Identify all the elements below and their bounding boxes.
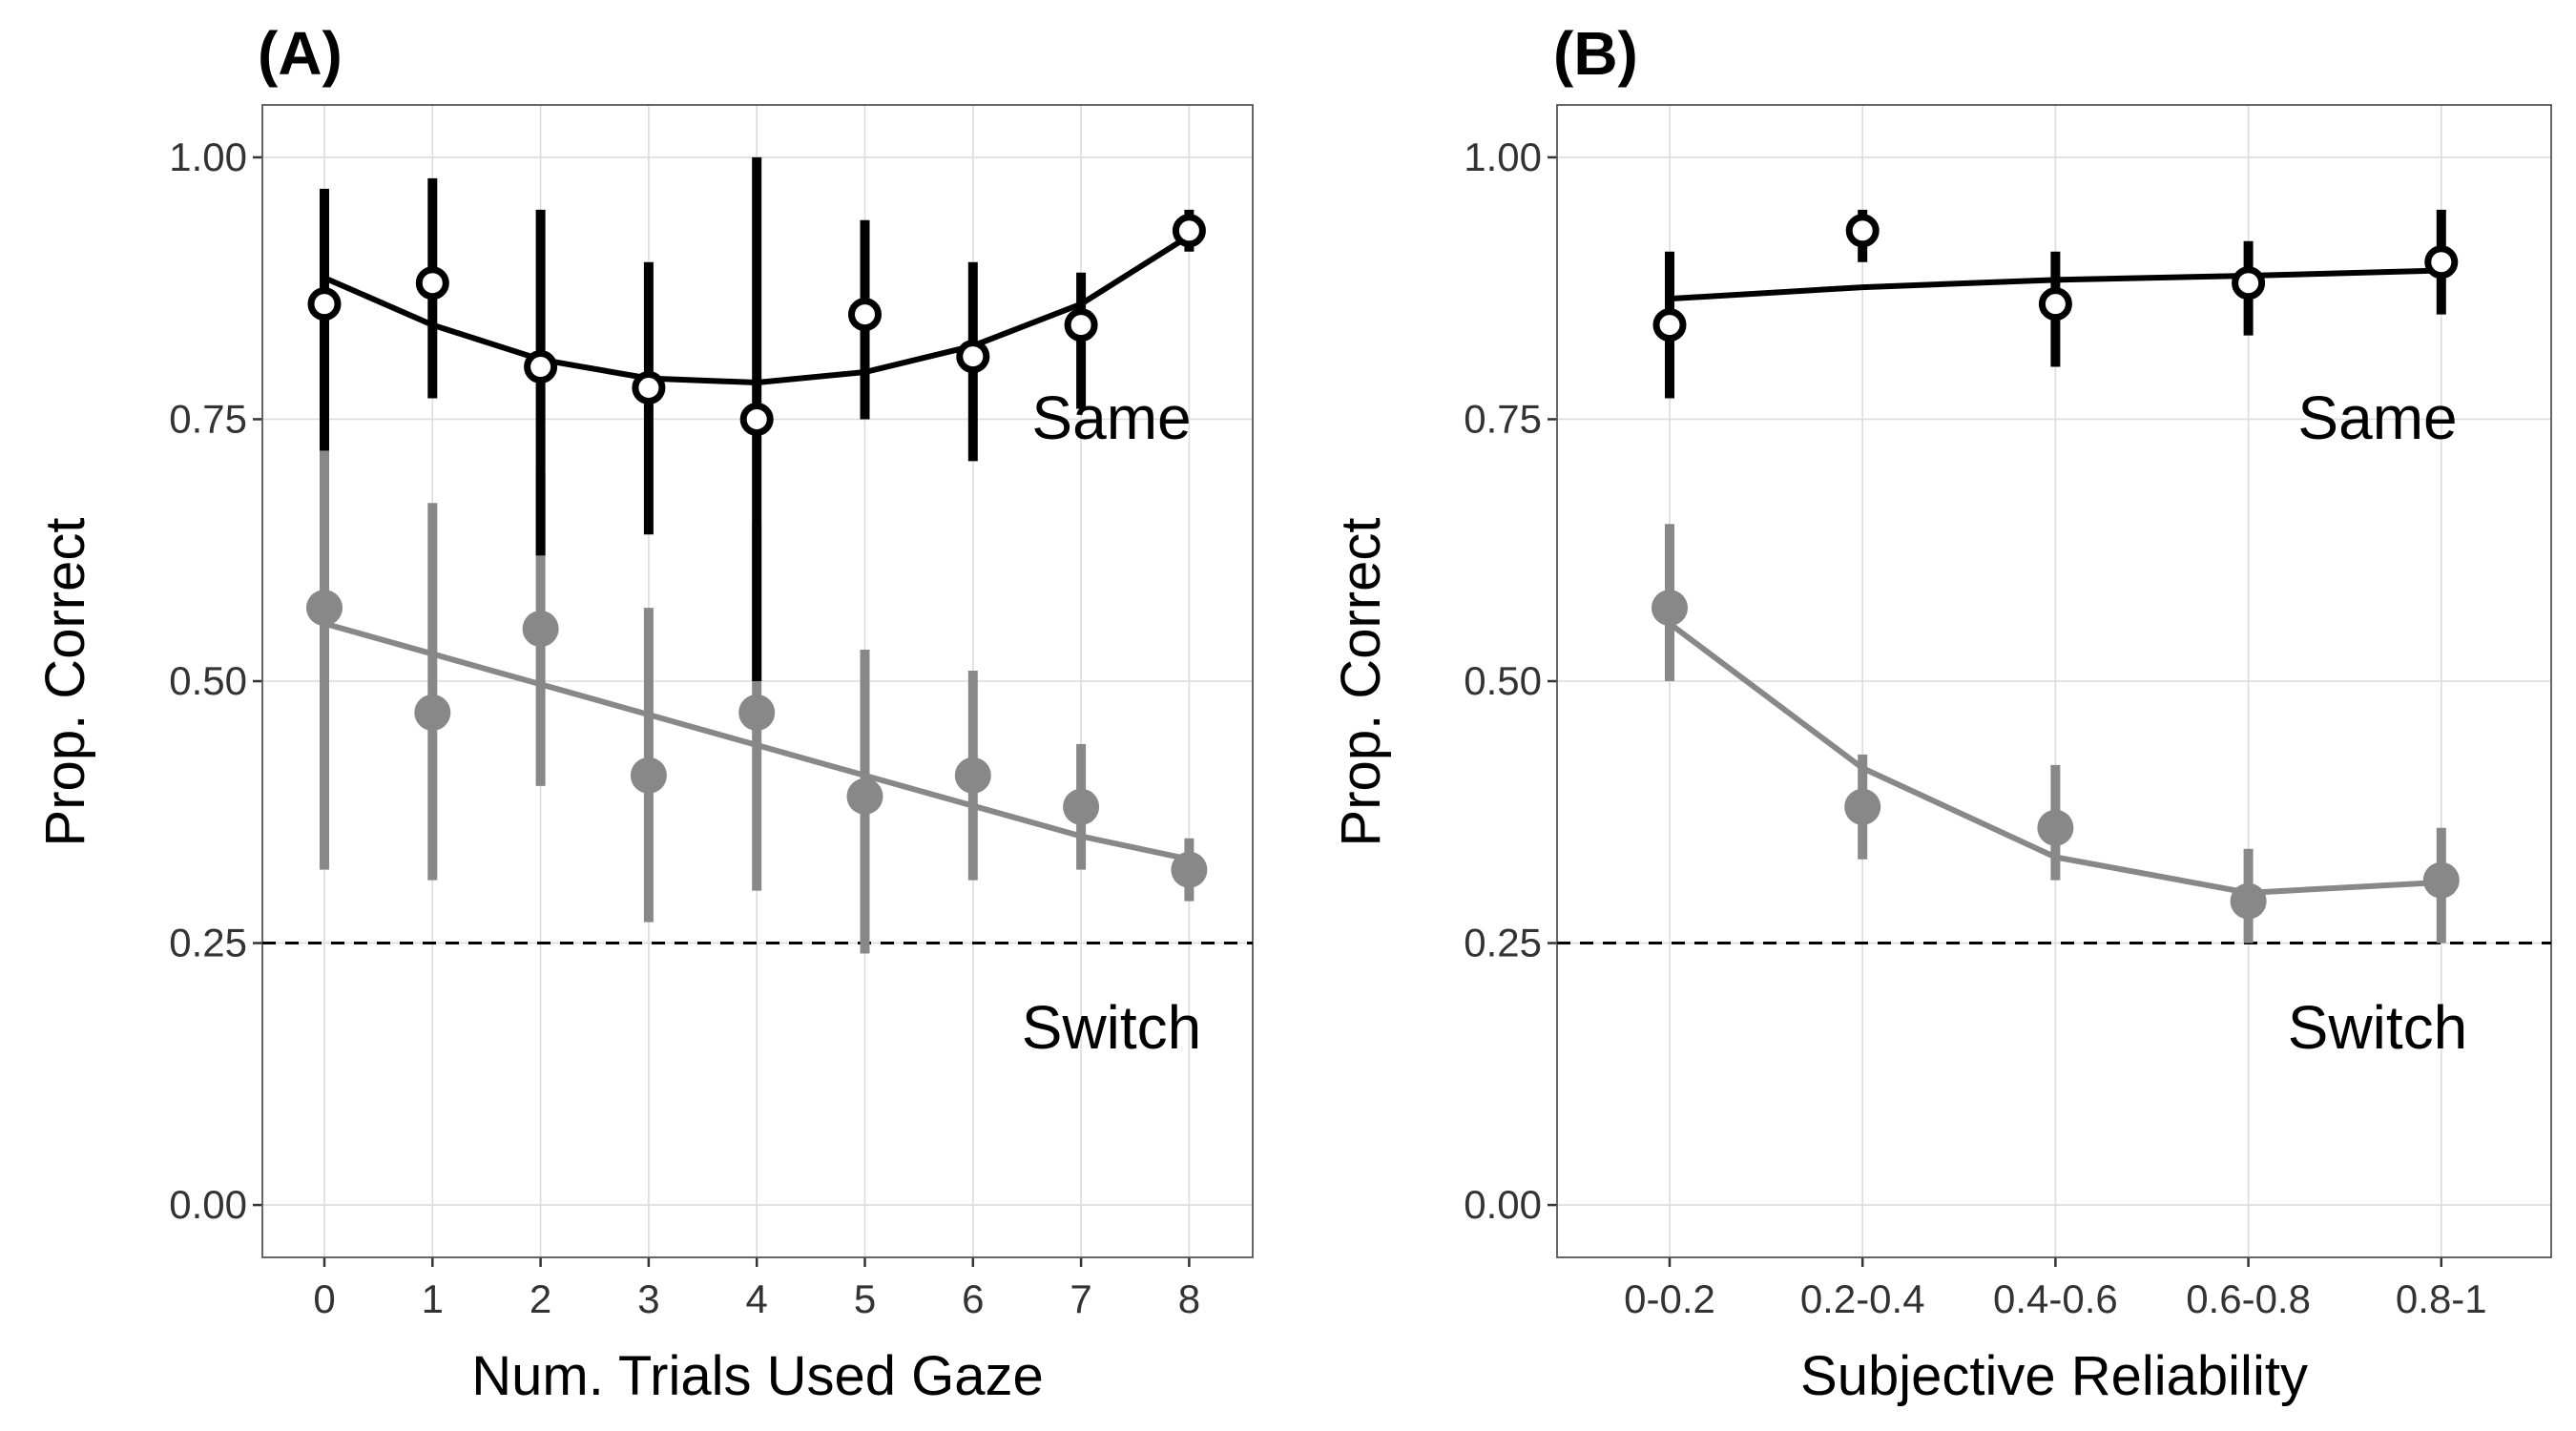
series-same bbox=[307, 156, 1206, 681]
annotation-switch: Switch bbox=[2288, 993, 2468, 1062]
switch-point bbox=[1171, 851, 1208, 888]
x-axis-title: Num. Trials Used Gaze bbox=[471, 1345, 1044, 1407]
plot-frame bbox=[1556, 104, 2552, 1258]
switch-point bbox=[846, 778, 883, 815]
switch-point bbox=[2037, 809, 2074, 846]
series-switch bbox=[306, 345, 1208, 954]
x-tick-label: 0 bbox=[313, 1276, 335, 1321]
x-tick-label: 1 bbox=[422, 1276, 444, 1321]
switch-point bbox=[2230, 882, 2267, 920]
same-point bbox=[307, 287, 342, 321]
switch-point bbox=[414, 694, 451, 731]
x-tick-label: 4 bbox=[746, 1276, 768, 1321]
panel-label: (A) bbox=[258, 19, 343, 88]
y-tick-label: 0.25 bbox=[1464, 921, 1542, 965]
switch-point bbox=[738, 694, 776, 731]
same-point bbox=[848, 298, 882, 332]
annotation-same: Same bbox=[1031, 384, 1191, 452]
series-same bbox=[1652, 209, 2459, 399]
y-tick-label: 0.50 bbox=[1464, 658, 1542, 703]
same-point bbox=[2424, 245, 2459, 280]
x-axis-title: Subjective Reliability bbox=[1800, 1345, 2308, 1407]
switch-point bbox=[1652, 590, 1688, 627]
same-point bbox=[1064, 308, 1098, 342]
same-point bbox=[415, 266, 449, 301]
x-tick-label: 0.6-0.8 bbox=[2186, 1276, 2311, 1321]
y-tick-label: 0.75 bbox=[1464, 396, 1542, 441]
same-point bbox=[739, 402, 774, 436]
plot-frame bbox=[261, 104, 1254, 1258]
x-tick-label: 0.4-0.6 bbox=[1993, 1276, 2118, 1321]
x-tick-label: 0-0.2 bbox=[1624, 1276, 1715, 1321]
same-fit-line bbox=[1669, 267, 2441, 302]
annotation-same: Same bbox=[2297, 384, 2457, 452]
y-tick-label: 0.00 bbox=[1464, 1182, 1542, 1227]
panel-b: 0.00 0.25 0.50 0.75 1.00 0-0.2 0.2-0.4 0.4-0.6 0… bbox=[1330, 19, 2552, 1407]
switch-point bbox=[306, 590, 343, 627]
switch-point bbox=[630, 757, 667, 794]
switch-point bbox=[1844, 788, 1881, 825]
y-axis-title: Prop. Correct bbox=[34, 518, 96, 847]
plot-area: 0.00 0.25 0.50 0.75 1.00 0-0.2 0.2-0.4 0.4-0.6 0… bbox=[1464, 104, 2552, 1321]
x-tick-label: 0.2-0.4 bbox=[1800, 1276, 1925, 1321]
x-tick-label: 8 bbox=[1178, 1276, 1200, 1321]
x-tick-label: 5 bbox=[854, 1276, 876, 1321]
y-axis-title: Prop. Correct bbox=[1330, 518, 1392, 847]
x-tick-label: 2 bbox=[530, 1276, 551, 1321]
series-switch bbox=[1652, 524, 2460, 944]
y-tick-label: 0.25 bbox=[169, 921, 247, 965]
y-tick-label: 1.00 bbox=[169, 135, 247, 179]
x-tick-label: 0.8-1 bbox=[2396, 1276, 2487, 1321]
same-point bbox=[1845, 214, 1880, 248]
panel-label: (B) bbox=[1553, 19, 1638, 88]
same-point bbox=[1652, 308, 1687, 342]
x-tick-label: 6 bbox=[962, 1276, 984, 1321]
y-tick-label: 0.75 bbox=[169, 396, 247, 441]
annotation-switch: Switch bbox=[1022, 993, 1202, 1062]
switch-fit-line bbox=[1668, 621, 2441, 896]
switch-point bbox=[1063, 788, 1100, 825]
same-point bbox=[2232, 266, 2266, 301]
switch-point bbox=[2422, 861, 2460, 899]
plot-area: 0.00 0.25 0.50 0.75 1.00 0 1 2 3 4 5 6 7 8 bbox=[169, 104, 1254, 1321]
y-tick-label: 0.50 bbox=[169, 658, 247, 703]
x-tick-label: 3 bbox=[637, 1276, 659, 1321]
y-tick-label: 1.00 bbox=[1464, 135, 1542, 179]
switch-fit-line bbox=[323, 620, 1191, 862]
switch-point bbox=[954, 757, 991, 794]
same-point bbox=[956, 340, 990, 374]
same-point bbox=[2038, 287, 2072, 321]
same-point bbox=[1172, 214, 1206, 248]
same-fit-line bbox=[322, 233, 1191, 386]
panel-a: 0.00 0.25 0.50 0.75 1.00 0 1 2 3 4 5 6 7 8 (A) Prop. C… bbox=[34, 19, 1254, 1407]
x-tick-label: 7 bbox=[1070, 1276, 1091, 1321]
same-point bbox=[632, 371, 666, 405]
y-tick-label: 0.00 bbox=[169, 1182, 247, 1227]
same-point bbox=[524, 350, 558, 384]
switch-point bbox=[522, 611, 559, 648]
